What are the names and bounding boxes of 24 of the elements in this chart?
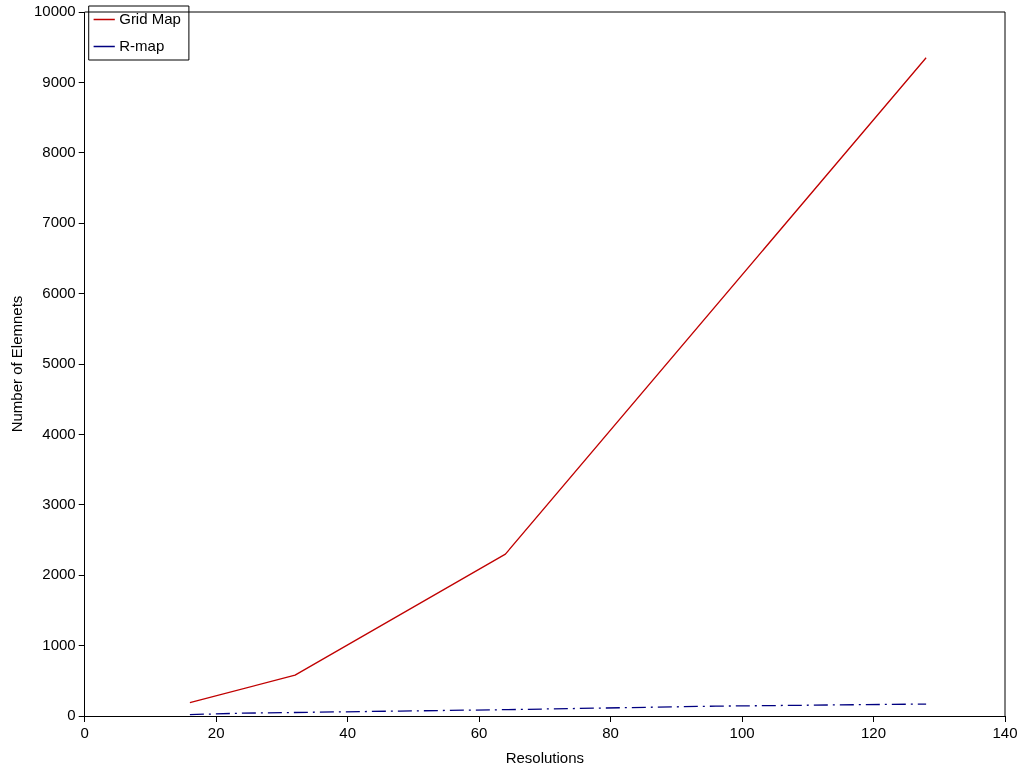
- y-tick-label: 7000: [42, 213, 76, 231]
- x-tick-label: 20: [207, 724, 225, 742]
- x-tick-label: 80: [602, 724, 619, 742]
- y-tick-label: 6000: [42, 283, 76, 301]
- x-tick-label: 140: [992, 724, 1018, 742]
- x-axis-title: Resolutions: [505, 749, 585, 767]
- y-tick-label: 0: [67, 706, 76, 724]
- y-tick-label: 2000: [42, 565, 76, 583]
- y-tick-label: 3000: [42, 494, 76, 512]
- x-tick-label: 100: [729, 724, 755, 742]
- y-tick-label: 4000: [42, 424, 76, 442]
- x-tick-label: 120: [861, 724, 887, 742]
- y-tick-label: 1000: [42, 635, 76, 653]
- legend-label: R-map: [119, 36, 165, 54]
- x-tick-label: 60: [470, 724, 488, 742]
- x-tick-label: 40: [339, 724, 356, 742]
- y-tick-label: 5000: [42, 354, 76, 372]
- y-tick-label: 10000: [33, 2, 76, 20]
- x-tick-label: 0: [80, 724, 89, 742]
- y-tick-label: 8000: [42, 142, 76, 160]
- y-axis-title: Number of Elemnets: [8, 295, 26, 433]
- line-series: [189, 703, 927, 716]
- y-tick-label: 9000: [42, 72, 76, 90]
- legend-label: Grid Map: [119, 9, 181, 27]
